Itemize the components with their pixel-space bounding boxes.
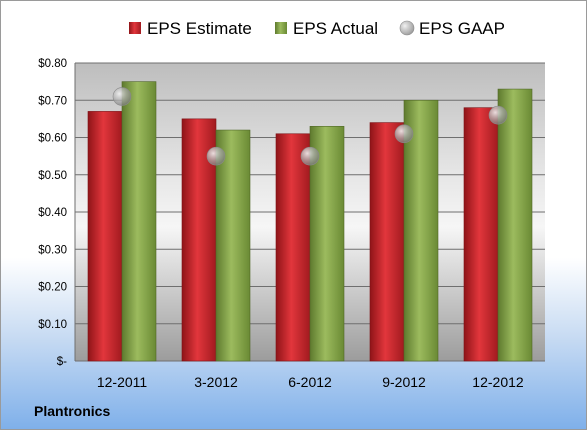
bar-eps-actual — [403, 99, 439, 362]
bar-eps-estimate — [275, 133, 311, 362]
legend-swatch — [129, 22, 141, 34]
marker-eps-gaap — [394, 124, 414, 144]
marker-eps-gaap — [206, 146, 226, 166]
legend-swatch — [275, 22, 287, 34]
y-tick-label: $- — [57, 356, 67, 368]
bar-eps-actual — [497, 88, 533, 362]
company-name: Plantronics — [34, 403, 111, 419]
bar-eps-estimate — [463, 107, 499, 362]
bars — [87, 81, 533, 362]
y-tick-label: $0.10 — [38, 319, 67, 331]
bar-eps-estimate — [369, 122, 405, 362]
x-tick-label: 12-2012 — [472, 374, 524, 390]
x-axis: 12-2011 3-2012 6-2012 9-2012 12-2012 — [97, 374, 524, 390]
y-tick-label: $0.50 — [38, 170, 67, 182]
bar-eps-estimate — [87, 111, 123, 362]
y-axis: $- $0.10 $0.20 $0.30 $0.40 $0.50 $0.60 $0.70 $0.… — [38, 58, 76, 368]
y-tick-label: $0.20 — [38, 282, 67, 294]
marker-eps-gaap — [488, 105, 508, 125]
x-tick-label: 3-2012 — [194, 374, 238, 390]
legend-label: EPS Estimate — [147, 19, 252, 38]
marker-eps-gaap — [300, 146, 320, 166]
legend: EPS Estimate EPS Actual EPS GAAP — [129, 19, 505, 38]
legend-label: EPS GAAP — [419, 19, 505, 38]
x-tick-label: 9-2012 — [382, 374, 426, 390]
marker-eps-gaap — [112, 87, 132, 106]
legend-marker — [399, 20, 415, 36]
legend-label: EPS Actual — [293, 19, 378, 38]
y-tick-label: $0.30 — [38, 244, 67, 256]
y-tick-label: $0.80 — [38, 58, 67, 70]
x-tick-label: 6-2012 — [288, 374, 332, 390]
y-tick-label: $0.40 — [38, 207, 67, 219]
bar-eps-actual — [215, 129, 251, 362]
bar-eps-actual — [121, 81, 157, 362]
y-tick-label: $0.60 — [38, 133, 67, 145]
x-tick-label: 12-2011 — [97, 374, 148, 390]
y-tick-label: $0.70 — [38, 95, 67, 107]
bar-eps-actual — [309, 126, 345, 362]
gaap-markers — [112, 87, 508, 166]
